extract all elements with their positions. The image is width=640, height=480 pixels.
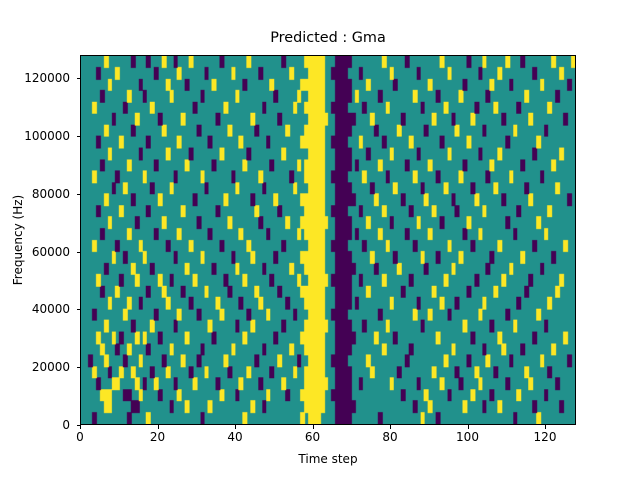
heatmap-axes — [80, 55, 576, 425]
x-tick-label: 20 — [149, 430, 166, 444]
x-tick-mark — [390, 425, 391, 429]
x-tick-mark — [545, 425, 546, 429]
y-axis-label: Frequency (Hz) — [11, 194, 25, 286]
x-tick-mark — [467, 425, 469, 429]
y-tick-mark — [76, 78, 80, 80]
x-tick-label: 100 — [456, 430, 479, 444]
x-axis-label: Time step — [298, 452, 358, 466]
y-tick-mark — [76, 193, 80, 195]
x-tick-label: 60 — [304, 430, 321, 444]
y-tick-mark — [76, 251, 80, 253]
y-tick-label: 80000 — [31, 186, 70, 201]
y-tick-label: 40000 — [31, 302, 70, 317]
x-tick-label: 40 — [227, 430, 243, 444]
x-tick-mark — [80, 425, 81, 429]
x-tick-mark — [312, 425, 314, 429]
chart-title: Predicted : Gma — [270, 30, 386, 46]
x-tick-label: 120 — [533, 430, 557, 444]
y-tick-mark — [76, 309, 80, 311]
y-tick-mark — [76, 367, 80, 369]
y-tick-label: 60000 — [31, 244, 70, 259]
heatmap-canvas — [81, 56, 575, 424]
y-tick-label: 100000 — [24, 128, 70, 143]
y-tick-mark — [76, 135, 80, 137]
y-tick-mark — [76, 425, 80, 426]
x-tick-mark — [235, 425, 236, 429]
y-tick-label: 0 — [62, 418, 70, 432]
y-tick-label: 20000 — [31, 360, 70, 375]
y-tick-label: 120000 — [24, 71, 70, 86]
x-tick-label: 80 — [382, 430, 398, 444]
x-tick-mark — [157, 425, 159, 429]
x-tick-label: 0 — [76, 430, 84, 444]
